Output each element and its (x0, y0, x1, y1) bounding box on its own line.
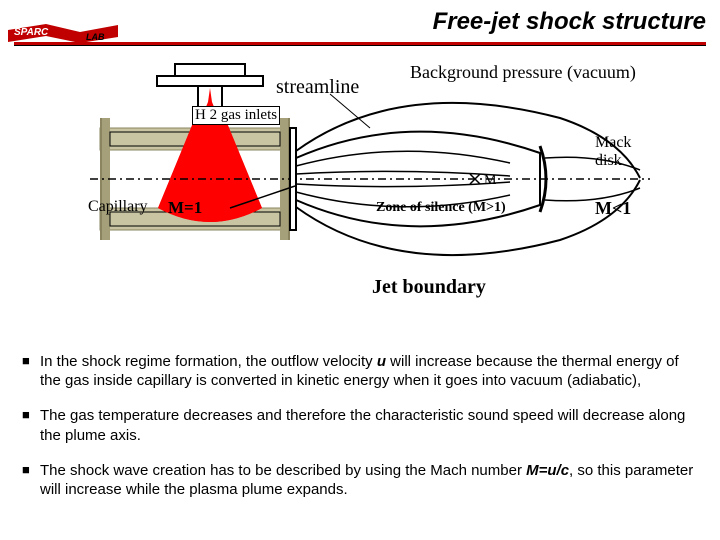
sparc-lab-logo: SPARC LAB (8, 18, 118, 46)
capillary-label: Capillary (88, 198, 148, 216)
zone-of-silence-label: Zone of silence (M>1) (376, 200, 506, 216)
svg-text:M: M (484, 173, 497, 188)
jet-boundary-label: Jet boundary (372, 276, 486, 299)
m-less-1-label: M<1 (595, 198, 631, 219)
free-jet-diagram: M (40, 58, 680, 318)
background-pressure-label: Background pressure (vacuum) (410, 62, 636, 83)
h2-inlets-label: H 2 gas inlets (192, 106, 280, 125)
m-equals-1-label: M=1 (168, 198, 202, 218)
bullet-3: The shock wave creation has to be descri… (22, 461, 694, 499)
svg-text:LAB: LAB (86, 32, 105, 42)
streamline-label: streamline (276, 76, 359, 99)
description-bullets: In the shock regime formation, the outfl… (22, 352, 694, 515)
svg-text:SPARC: SPARC (14, 27, 49, 38)
page-title: Free-jet shock structure (433, 8, 706, 35)
bullet-1: In the shock regime formation, the outfl… (22, 352, 694, 390)
nozzle-exit (290, 128, 296, 230)
bullet-2: The gas temperature decreases and theref… (22, 406, 694, 444)
mach-disk-label: Mack disk (595, 134, 631, 170)
